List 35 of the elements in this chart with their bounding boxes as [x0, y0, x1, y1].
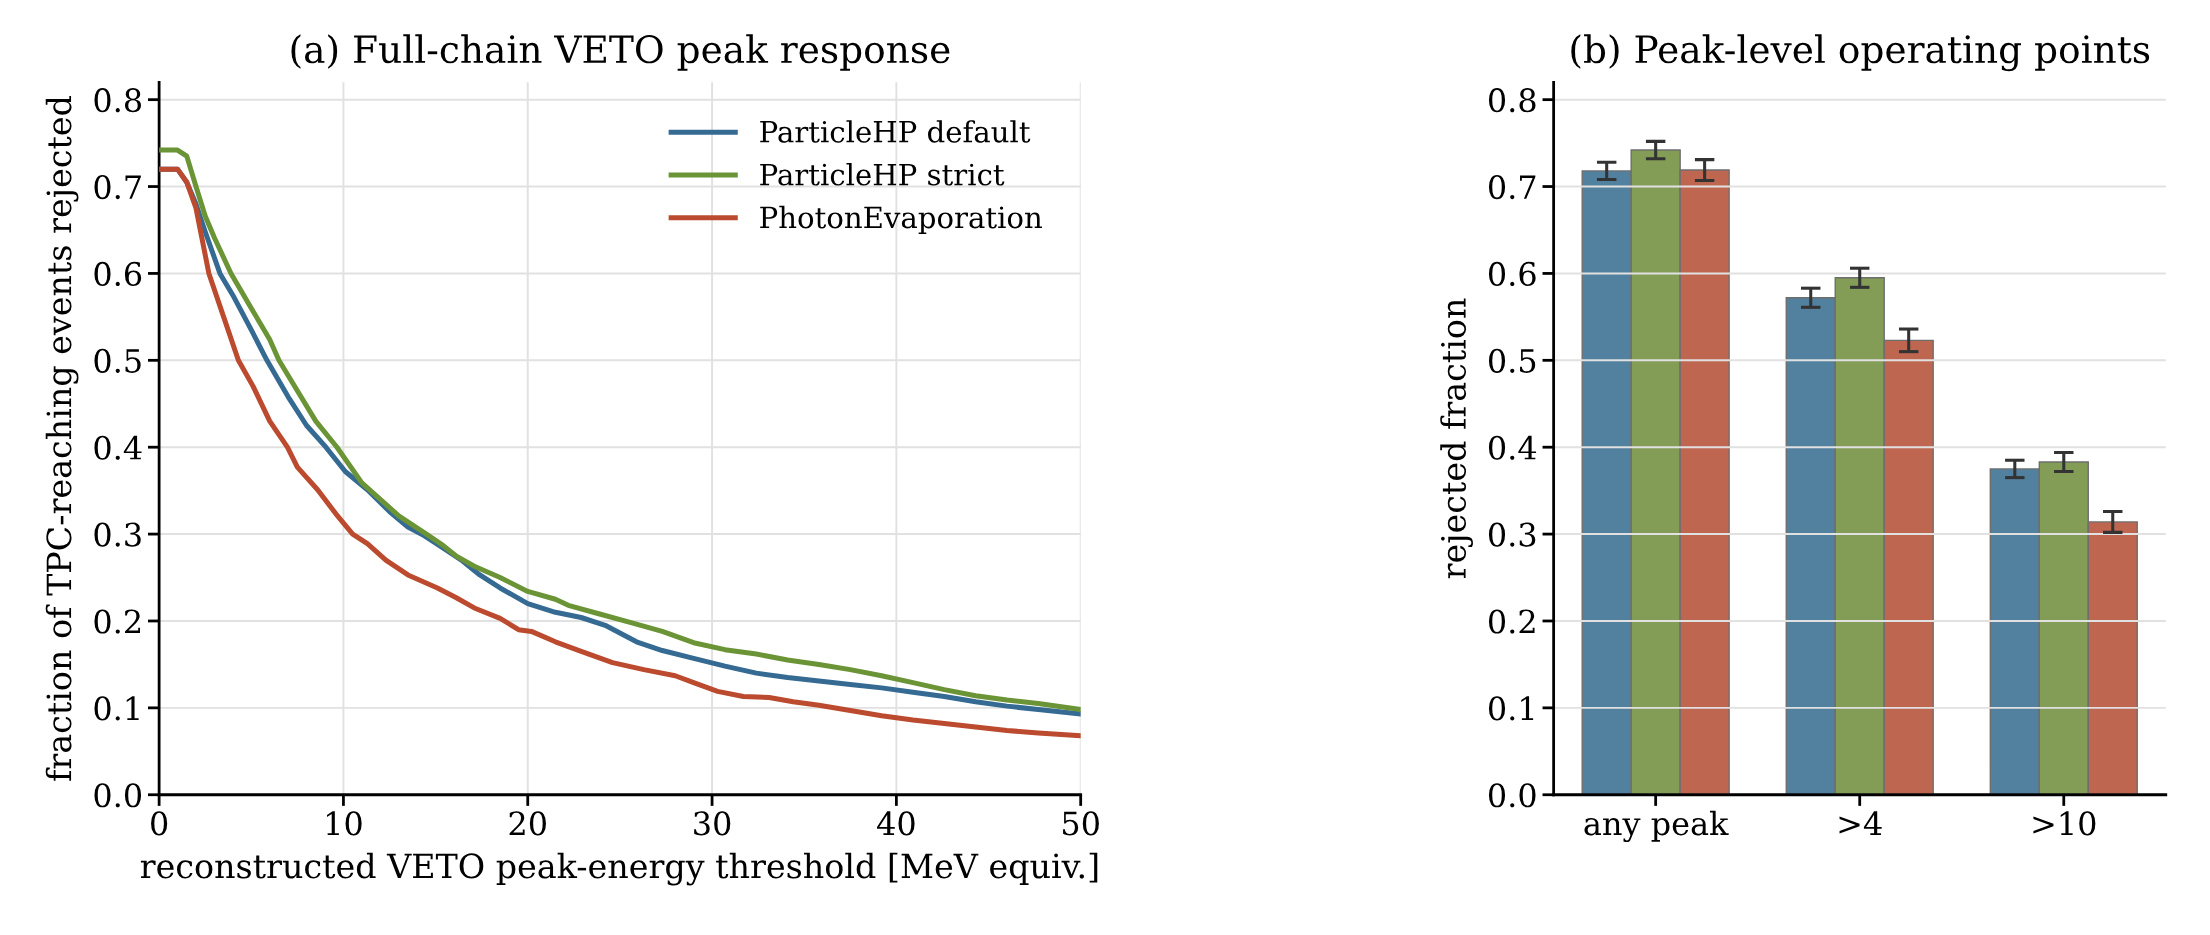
y-tick-label: 0.6 — [1488, 261, 1536, 287]
y-tick-label: 0.8 — [1488, 88, 1536, 113]
y-tick-label: 0.5 — [1488, 348, 1536, 373]
legend-label: ParticleHP default — [760, 120, 1031, 143]
x-axis-title: reconstructed VETO peak-energy threshold [MeV equiv.] — [140, 852, 1098, 886]
x-tick-label: any peak — [1584, 810, 1729, 843]
y-tick-label: 0.0 — [94, 783, 142, 808]
y-tick-label: 0.7 — [1488, 174, 1536, 200]
x-tick-label: 50 — [1063, 811, 1099, 836]
legend-label: ParticleHP strict — [760, 163, 1005, 186]
legend-label: PhotonEvaporation — [760, 205, 1042, 235]
y-tick-label: 0.3 — [1488, 522, 1536, 547]
y-tick-label: 0.4 — [94, 435, 142, 460]
x-tick-label: >4 — [1839, 811, 1882, 835]
y-tick-label: 0.2 — [94, 609, 141, 634]
y-tick-label: 0.1 — [1488, 696, 1534, 721]
y-tick-label: 0.2 — [1488, 609, 1535, 634]
y-tick-label: 0.4 — [1488, 435, 1537, 460]
x-tick-label: 10 — [327, 811, 362, 836]
x-tick-label: 0 — [151, 811, 168, 836]
chart-title: (a) Full-chain VETO peak response — [291, 34, 950, 71]
y-axis-title: fraction of TPC-reaching events rejected — [45, 96, 79, 781]
x-tick-label: 40 — [877, 811, 915, 836]
y-axis-title: rejected fraction — [1440, 298, 1473, 579]
y-tick-label: 0.8 — [94, 88, 141, 113]
x-tick-label: 30 — [694, 811, 731, 836]
y-tick-label: 0.5 — [94, 348, 141, 373]
y-tick-label: 0.6 — [94, 261, 142, 287]
y-tick-label: 0.3 — [94, 522, 141, 547]
x-tick-label: 20 — [509, 811, 546, 836]
x-tick-label: >10 — [2033, 811, 2096, 836]
y-tick-label: 0.7 — [94, 174, 141, 200]
y-tick-label: 0.0 — [1488, 783, 1536, 808]
y-tick-label: 0.1 — [94, 696, 139, 721]
chart-title: (b) Peak-level operating points — [1571, 34, 2150, 72]
